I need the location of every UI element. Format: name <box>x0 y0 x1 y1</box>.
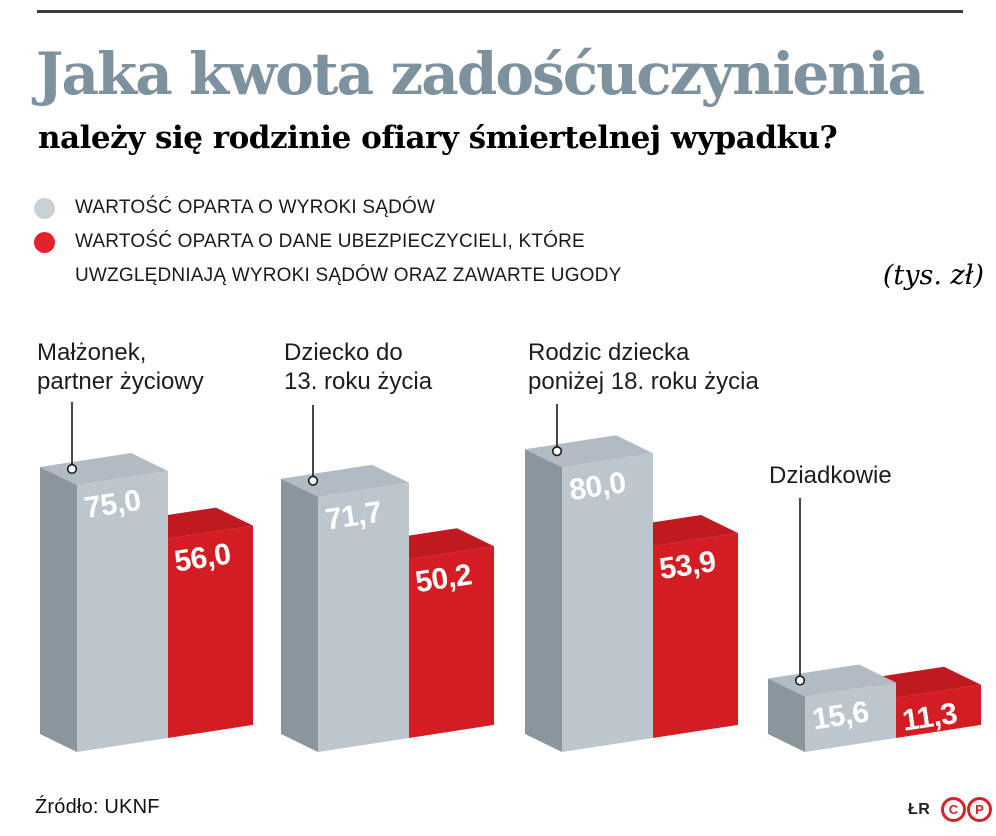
category-label-child: Dziecko do 13. roku życia <box>284 338 432 396</box>
gray-bar-side <box>525 449 562 752</box>
gray-bar-value: 80,0 <box>567 466 628 507</box>
gray-bar-value: 75,0 <box>82 484 143 525</box>
copyright-p-icon: P <box>967 797 992 822</box>
legend-label-insurers-line2: UWZGLĘDNIAJĄ WYROKI SĄDÓW ORAZ ZAWARTE U… <box>75 265 622 286</box>
gray-bar-top <box>525 435 653 468</box>
legend-dot-gray-icon <box>34 197 55 219</box>
gray-bar-value: 71,7 <box>323 496 384 537</box>
top-rule <box>37 10 963 13</box>
category-label-parent: Rodzic dziecka poniżej 18. roku życia <box>528 338 759 396</box>
legend-row-courts: WARTOŚĆ OPARTA O WYROKI SĄDÓW <box>34 197 435 219</box>
legend-label-insurers-line1: WARTOŚĆ OPARTA O DANE UBEZPIECZYCIELI, K… <box>75 231 585 252</box>
category-label-line: Rodzic dziecka <box>528 339 690 366</box>
legend-row-insurers-cont: UWZGLĘDNIAJĄ WYROKI SĄDÓW ORAZ ZAWARTE U… <box>75 265 621 287</box>
red-bar-value: 53,9 <box>657 545 718 586</box>
gray-bar-value: 15,6 <box>810 695 871 736</box>
author-initials: ŁR <box>908 801 931 818</box>
page-title: Jaka kwota zadośćuczynienia <box>36 40 925 108</box>
red-bar-value: 56,0 <box>172 538 233 579</box>
category-label-line: Dziecko do <box>284 339 403 366</box>
category-label-line: poniżej 18. roku życia <box>528 368 759 395</box>
red-bar-value: 11,3 <box>900 697 959 738</box>
leader-dot <box>551 446 563 457</box>
red-bar-front <box>653 533 738 738</box>
gray-bar-side <box>768 678 805 752</box>
category-label-line: Dziadkowie <box>769 462 892 489</box>
leader-dot <box>66 463 78 475</box>
red-bar-value: 50,2 <box>413 558 474 599</box>
gray-bar-front <box>805 682 896 752</box>
gray-bar-top <box>281 464 409 497</box>
gray-bar-top <box>768 664 896 697</box>
gray-bar-top <box>40 453 168 485</box>
legend-dot-red-icon <box>34 231 55 253</box>
page-subtitle: należy się rodzinie ofiary śmiertelnej w… <box>38 120 838 156</box>
legend-row-insurers: WARTOŚĆ OPARTA O DANE UBEZPIECZYCIELI, K… <box>34 231 585 253</box>
gray-bar-front <box>318 482 409 752</box>
gray-bar-side <box>40 467 77 752</box>
category-label-line: partner życiowy <box>37 368 204 395</box>
copyright-c-icon: C <box>941 797 966 822</box>
category-label-line: Małżonek, <box>37 339 147 366</box>
category-label-spouse: Małżonek, partner życiowy <box>37 338 204 396</box>
red-bar-front <box>168 525 253 738</box>
unit-label: (tys. zł) <box>882 260 984 291</box>
source-label: Źródło: UKNF <box>35 796 160 818</box>
gray-bar-front <box>77 471 168 752</box>
legend-label-courts: WARTOŚĆ OPARTA O WYROKI SĄDÓW <box>75 197 436 218</box>
category-label-grandparents: Dziadkowie <box>769 461 892 490</box>
leader-dot <box>307 475 319 486</box>
gray-bar-front <box>562 453 653 752</box>
leader-dot <box>794 675 806 686</box>
red-bar-front <box>896 684 981 738</box>
red-bar-front <box>409 546 494 738</box>
category-label-line: 13. roku życia <box>284 368 433 395</box>
gray-bar-side <box>281 478 318 752</box>
